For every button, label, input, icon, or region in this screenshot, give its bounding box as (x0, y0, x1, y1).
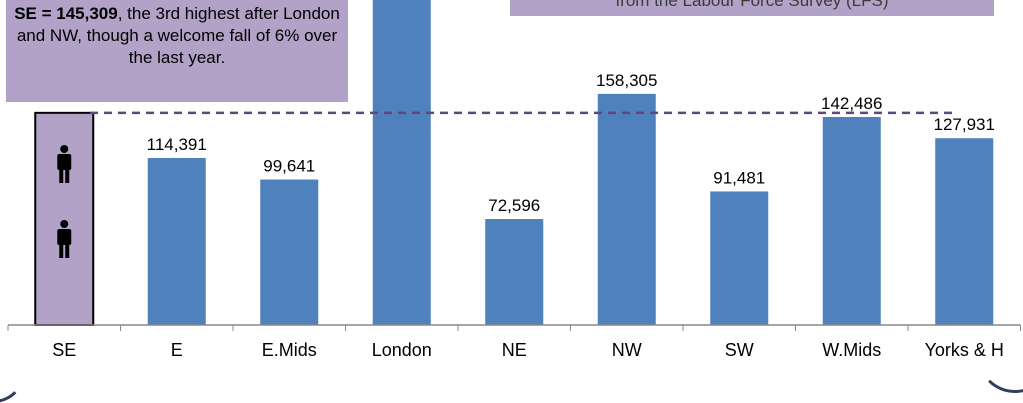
bar-e (147, 157, 206, 325)
category-label-e: E (171, 340, 183, 360)
person-icons-group (57, 145, 72, 258)
top-note-callout: from the Labour Force Survey (LFS) (510, 0, 994, 16)
category-label-london: London (372, 340, 432, 360)
bar-se (34, 111, 95, 326)
category-label-w-mids: W.Mids (822, 340, 881, 360)
category-label-e-mids: E.Mids (262, 340, 317, 360)
data-label-e: 114,391 (147, 135, 207, 154)
top-note-text: from the Labour Force Survey (LFS) (615, 0, 889, 10)
callout-body: , the 3rd highest after London and NW, t… (16, 4, 340, 67)
person-icon (57, 145, 72, 183)
bar-london (372, 0, 431, 325)
bar-e-mids (260, 179, 319, 325)
callout-headline: SE = 145,309 (14, 4, 118, 23)
category-label-sw: SW (725, 340, 754, 360)
data-label-yorks-h: 127,931 (934, 115, 995, 134)
bar-nw (597, 93, 656, 326)
category-label-nw: NW (612, 340, 642, 360)
category-label-se: SE (52, 340, 76, 360)
bar-yorks-h (935, 138, 994, 325)
data-label-nw: 158,305 (596, 71, 657, 90)
bar-w-mids (822, 116, 881, 325)
bar-chart: 114,391 99,641 72,596 158,305 91,481 142,486 1… (7, 0, 1021, 360)
person-icon (57, 220, 72, 258)
data-label-w-mids: 142,486 (821, 94, 882, 113)
category-labels-group: SE E E.Mids London NE NW SW W.Mids Yorks & H (52, 340, 1004, 360)
x-axis (7, 324, 1021, 331)
bar-ne (485, 219, 544, 325)
bars-group (34, 0, 994, 326)
data-labels-group: 114,391 99,641 72,596 158,305 91,481 142,486 1… (147, 71, 995, 215)
se-callout: SE = 145,309, the 3rd highest after Lond… (6, 0, 348, 102)
bar-sw (710, 191, 769, 325)
category-label-ne: NE (502, 340, 527, 360)
data-label-ne: 72,596 (488, 196, 540, 215)
data-label-sw: 91,481 (713, 168, 765, 187)
data-label-e-mids: 99,641 (263, 157, 315, 176)
